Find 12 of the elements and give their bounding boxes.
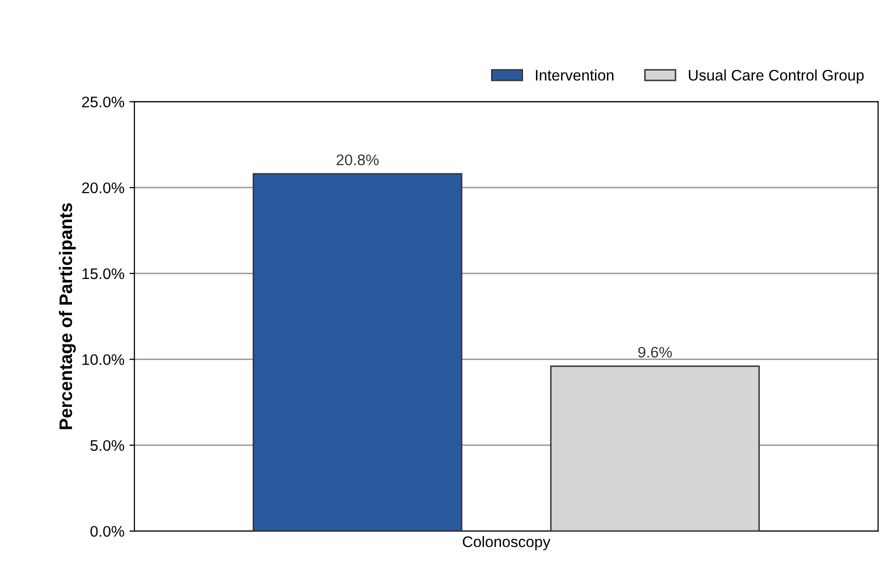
y-tick-label: 20.0%	[82, 182, 124, 194]
legend-label: Usual Care Control Group	[688, 69, 864, 84]
y-tick-label: 15.0%	[82, 268, 124, 280]
legend-label: Intervention	[536, 69, 614, 81]
x-tick-label: Colonoscopy	[462, 536, 550, 550]
y-tick-label: 25.0%	[82, 96, 124, 108]
y-axis-title: Percentage of Participants	[58, 203, 76, 430]
y-tick-label: 5.0%	[90, 440, 124, 451]
data-label: 20.8%	[336, 154, 379, 166]
y-tick-label: 10.0%	[82, 354, 124, 366]
y-tick-label: 0.0%	[90, 526, 124, 537]
data-label: 9.6%	[638, 346, 672, 358]
